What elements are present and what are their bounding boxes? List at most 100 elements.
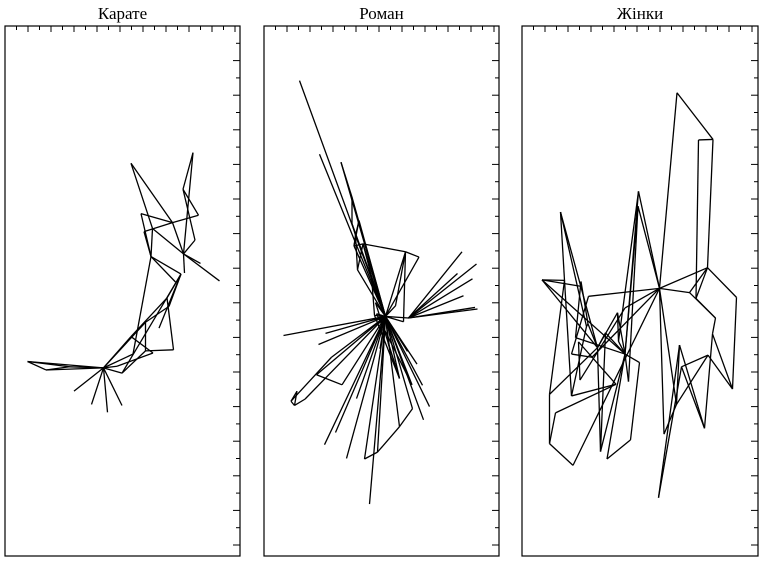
network-edge bbox=[675, 354, 709, 405]
network-edge bbox=[150, 255, 182, 275]
network-edge bbox=[362, 243, 406, 253]
network-edge bbox=[659, 267, 708, 289]
network-edge bbox=[102, 367, 109, 413]
network-edge bbox=[385, 315, 409, 319]
network-edge bbox=[577, 341, 581, 381]
network-edge bbox=[304, 315, 386, 400]
network-edge bbox=[334, 316, 387, 433]
network-edge bbox=[408, 273, 458, 319]
network-edge bbox=[121, 273, 182, 374]
network-edge bbox=[370, 275, 387, 317]
axis-ticks bbox=[16, 26, 240, 546]
network-edge bbox=[140, 212, 173, 224]
network-edge bbox=[596, 312, 619, 349]
network-edge bbox=[103, 365, 118, 369]
network-edge bbox=[575, 337, 626, 355]
network-edge bbox=[103, 321, 146, 369]
panel-frame bbox=[4, 25, 241, 557]
network-edge bbox=[559, 211, 599, 348]
network-edge bbox=[182, 189, 196, 241]
network-edge bbox=[121, 350, 146, 374]
network-edge bbox=[599, 332, 607, 452]
network-edge bbox=[541, 279, 581, 287]
network-edge bbox=[341, 316, 387, 386]
network-edge bbox=[73, 367, 104, 392]
network-edge bbox=[387, 344, 401, 379]
network-edge bbox=[637, 191, 661, 289]
edges bbox=[27, 152, 220, 413]
network-edge bbox=[27, 360, 47, 371]
panel-title: Жінки bbox=[617, 4, 663, 23]
network-edge bbox=[658, 288, 665, 435]
network-edge bbox=[377, 426, 400, 453]
network-edge bbox=[555, 383, 617, 414]
network-edge bbox=[591, 287, 660, 358]
axis-ticks bbox=[533, 26, 758, 546]
network-edge bbox=[356, 243, 364, 270]
network-edge bbox=[408, 278, 473, 319]
network-edge bbox=[130, 163, 154, 229]
network-edge bbox=[140, 213, 152, 257]
network-edge bbox=[143, 222, 173, 233]
network-edge bbox=[150, 228, 154, 257]
network-edge bbox=[294, 398, 306, 407]
network-edge bbox=[574, 286, 582, 338]
network-edge bbox=[182, 152, 194, 254]
network-edge bbox=[680, 366, 706, 429]
network-edge bbox=[183, 239, 196, 255]
network-edge bbox=[384, 316, 418, 365]
network-edge bbox=[657, 344, 681, 498]
network-edge bbox=[688, 267, 709, 293]
network-edge bbox=[130, 162, 174, 224]
panel-title: Карате bbox=[98, 4, 147, 23]
network-edge bbox=[541, 279, 626, 355]
network-edge bbox=[624, 287, 660, 309]
network-edge bbox=[572, 288, 661, 466]
network-edge bbox=[617, 191, 640, 342]
network-edge bbox=[616, 312, 626, 355]
network-edge bbox=[130, 297, 168, 338]
network-edge bbox=[384, 256, 420, 317]
network-edge bbox=[559, 211, 588, 327]
network-edge bbox=[657, 366, 683, 498]
network-edge bbox=[408, 308, 478, 319]
network-edge bbox=[606, 439, 631, 460]
network-edge bbox=[580, 281, 589, 324]
network-edge bbox=[695, 139, 700, 299]
network-edge bbox=[548, 280, 566, 395]
network-edge bbox=[362, 243, 373, 277]
network-edge bbox=[373, 315, 401, 379]
network-edge bbox=[183, 253, 220, 282]
network-edge bbox=[103, 353, 134, 369]
panel-frame bbox=[263, 25, 500, 557]
network-edge bbox=[145, 349, 174, 352]
network-edge bbox=[45, 366, 70, 371]
axis-ticks bbox=[275, 26, 499, 546]
network-edge bbox=[384, 316, 414, 409]
network-edge bbox=[541, 279, 599, 349]
network-edge bbox=[353, 220, 360, 247]
network-edge bbox=[353, 245, 387, 317]
network-edge bbox=[150, 256, 176, 283]
network-edge bbox=[678, 344, 706, 429]
network-edge bbox=[384, 316, 401, 427]
network-edge bbox=[731, 297, 738, 390]
network-edge bbox=[711, 333, 734, 390]
network-edge bbox=[45, 367, 104, 371]
network-edge bbox=[681, 354, 709, 368]
network-edge bbox=[407, 251, 463, 319]
network-edge bbox=[676, 92, 714, 140]
network-edge bbox=[624, 353, 640, 364]
network-edge bbox=[27, 360, 70, 368]
network-panel-3: Жінки bbox=[521, 4, 759, 557]
network-edge bbox=[90, 367, 105, 405]
network-edge bbox=[182, 253, 186, 274]
network-edge bbox=[375, 313, 413, 386]
network-edge bbox=[624, 191, 640, 355]
network-edge bbox=[363, 316, 387, 460]
network-edge bbox=[616, 312, 620, 342]
network-edge bbox=[548, 412, 557, 444]
network-edge bbox=[376, 313, 386, 318]
network-edge bbox=[408, 295, 464, 319]
